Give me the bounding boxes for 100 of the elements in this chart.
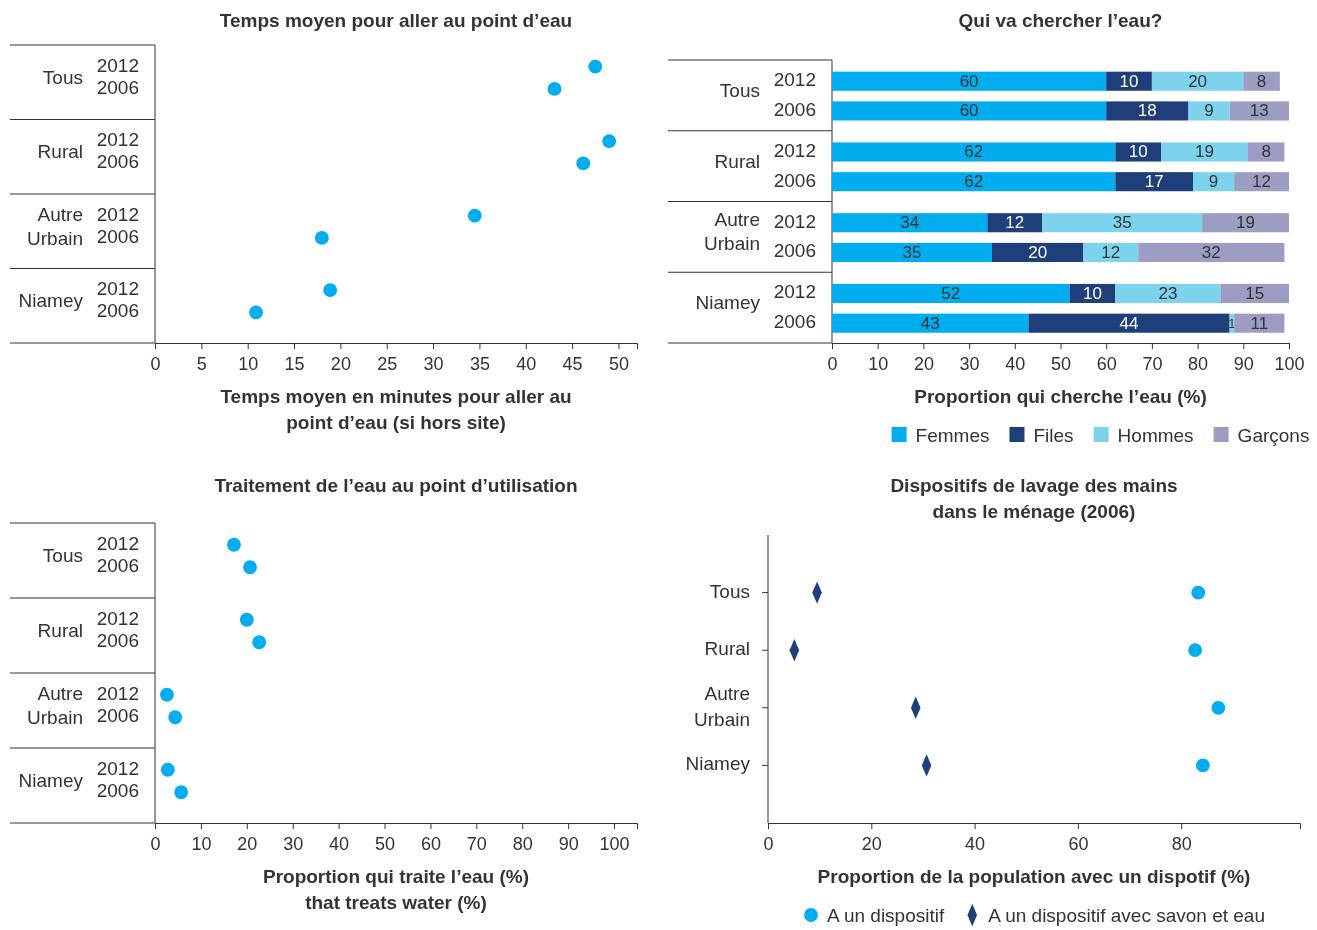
x-tick-label: 30: [423, 354, 444, 374]
x-axis-title: Temps moyen en minutes pour aller au point d’eau (si hors site): [220, 386, 572, 433]
data-label: 62: [964, 172, 984, 192]
x-tick-label: 30: [959, 354, 980, 374]
x-tick-label: 5: [196, 354, 207, 374]
y-tick-label: 2012: [96, 203, 139, 225]
x-tick-label: 15: [284, 354, 305, 374]
x-tick-label: 10: [238, 354, 259, 374]
legend-label: Hommes: [1117, 424, 1194, 446]
x-tick-label: 20: [237, 834, 258, 854]
point: [1188, 643, 1203, 658]
x-tick-label: 70: [466, 834, 487, 854]
data-label: 10: [1128, 142, 1148, 162]
chart-title: Dispositifs de lavage des mains dans le ménage (2006): [890, 475, 1178, 522]
data-label: 15: [1245, 283, 1265, 303]
data-label: 18: [1137, 101, 1157, 121]
y-tick-label: 2012: [96, 129, 139, 151]
y-tick-label: 2006: [96, 76, 139, 98]
x-tick-label: 20: [861, 834, 882, 854]
data-label: 13: [1249, 101, 1269, 121]
y-tick-label: Autre Urbain: [694, 682, 750, 730]
y-tick-label: 2006: [96, 780, 139, 802]
data-label: 35: [902, 242, 922, 262]
x-tick-label: 80: [1188, 354, 1209, 374]
legend-label: Garçons: [1237, 424, 1310, 446]
data-label: 52: [941, 283, 961, 303]
data-label: 43: [920, 313, 940, 333]
y-tick-label: Rural: [704, 638, 750, 660]
x-tick-label: 40: [516, 354, 537, 374]
x-axis-title: Proportion qui traite l’eau (%) that treats water (%): [262, 866, 530, 913]
x-tick-label: 60: [1068, 834, 1089, 854]
y-tick-label: 2012: [773, 281, 816, 303]
data-label: 10: [1083, 283, 1102, 303]
data-label: 11: [1250, 313, 1269, 333]
y-tick-label: 2012: [96, 278, 139, 300]
y-tick-label: 2006: [96, 151, 139, 173]
x-axis-title: Proportion de la population avec un dispotif (%): [817, 866, 1251, 887]
legend-label: Files: [1033, 424, 1074, 446]
y-tick-label: 2012: [96, 54, 139, 76]
y-tick-label: 2006: [773, 98, 816, 120]
y-tick-label: 2006: [96, 630, 139, 652]
data-label: 19: [1194, 142, 1214, 162]
y-tick-label: 2012: [773, 210, 816, 232]
x-tick-label: 0: [827, 354, 838, 374]
data-label: 34: [900, 213, 920, 233]
text: Rural: [37, 619, 83, 641]
x-tick-label: 50: [375, 834, 396, 854]
x-tick-label: 0: [150, 354, 161, 374]
legend-label: A un dispositif: [827, 904, 945, 926]
x-tick-label: 0: [150, 834, 161, 854]
data-label: 12: [1005, 213, 1025, 233]
x-tick-label: 80: [512, 834, 533, 854]
legend-label: A un dispositif avec savon et eau: [988, 904, 1265, 926]
text: Autre Urbain: [27, 203, 83, 249]
data-label: 8: [1261, 142, 1271, 162]
legend-label: Femmes: [915, 424, 990, 446]
x-tick-label: 60: [420, 834, 441, 854]
x-tick-label: 80: [1171, 834, 1192, 854]
y-tick-label: Tous: [709, 580, 750, 602]
y-tick-label: 2012: [96, 682, 139, 704]
text: Autre Urbain: [27, 682, 83, 728]
x-axis-title: Proportion qui cherche l’eau (%): [914, 386, 1207, 407]
x-tick-label: 90: [1233, 354, 1254, 374]
y-tick-label: 2006: [773, 169, 816, 191]
data-label: 9: [1204, 101, 1214, 121]
y-tick-label: 2012: [96, 757, 139, 779]
data-label: 17: [1144, 172, 1164, 192]
x-tick-label: 35: [469, 354, 490, 374]
x-tick-label: 20: [913, 354, 934, 374]
x-tick-label: 0: [763, 834, 774, 854]
x-tick-label: 50: [608, 354, 629, 374]
x-tick-label: 40: [329, 834, 350, 854]
y-tick-label: Niamey: [685, 753, 751, 775]
y-tick-label: 2006: [96, 705, 139, 727]
y-tick-label: 2012: [96, 607, 139, 629]
point: [1195, 758, 1210, 773]
x-tick-label: 45: [562, 354, 583, 374]
x-tick-label: 10: [868, 354, 889, 374]
x-tick-label: 90: [558, 834, 579, 854]
x-tick-label: 40: [965, 834, 986, 854]
x-tick-label: 20: [330, 354, 351, 374]
text: Niamey: [18, 769, 84, 791]
text: Tous: [42, 544, 83, 566]
y-tick-label: 2012: [96, 532, 139, 554]
point: [1191, 585, 1206, 600]
data-label: 1: [1228, 315, 1236, 331]
data-label: 20: [1028, 242, 1048, 262]
y-tick-label: 2006: [773, 311, 816, 333]
point: [1211, 700, 1226, 715]
text: Tous: [42, 66, 83, 88]
chart-title: Traitement de l’eau au point d’utilisation: [214, 475, 578, 496]
x-tick-label: 100: [599, 834, 630, 854]
data-label: 9: [1208, 172, 1219, 192]
text: Niamey: [18, 290, 84, 312]
data-label: 23: [1158, 283, 1178, 303]
x-tick-label: 40: [1005, 354, 1026, 374]
x-tick-label: 25: [377, 354, 398, 374]
y-tick-label: 2006: [96, 555, 139, 577]
data-label: 12: [1252, 172, 1272, 192]
data-label: 60: [959, 71, 979, 91]
